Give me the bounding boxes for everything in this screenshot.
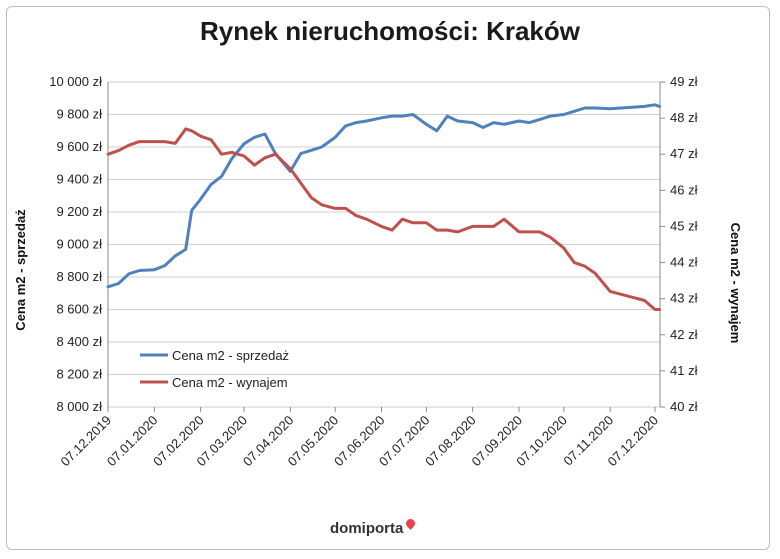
left-tick-label: 8 400 zł — [56, 334, 102, 349]
left-tick-label: 10 000 zł — [49, 74, 102, 89]
left-tick-label: 8 200 zł — [56, 367, 102, 382]
legend: Cena m2 - sprzedaż Cena m2 - wynajem — [140, 348, 289, 390]
chart-title: Rynek nieruchomości: Kraków — [200, 16, 580, 46]
left-tick-label: 9 400 zł — [56, 172, 102, 187]
right-tick-label: 47 zł — [670, 146, 698, 161]
right-tick-label: 46 zł — [670, 182, 698, 197]
gridlines — [107, 81, 661, 408]
left-axis-ticks: 8 000 zł 8 200 zł 8 400 zł 8 600 zł 8 800 zł… — [49, 74, 102, 414]
right-tick-label: 40 zł — [670, 399, 698, 414]
map-pin-icon — [404, 517, 418, 530]
series-line-sale — [106, 103, 661, 289]
legend-label-rent: Cena m2 - wynajem — [172, 375, 288, 390]
legend-label-sale: Cena m2 - sprzedaż — [172, 348, 289, 363]
right-tick-label: 43 zł — [670, 291, 698, 306]
right-axis-ticks: 40 zł 41 zł 42 zł 43 zł 44 zł 45 zł 46 zł 47 zł… — [660, 74, 698, 414]
series-lines — [106, 103, 661, 311]
left-axis-title: Cena m2 - sprzedaż — [13, 209, 28, 331]
left-tick-label: 8 800 zł — [56, 269, 102, 284]
chart-frame — [6, 6, 770, 550]
right-tick-label: 44 zł — [670, 255, 698, 270]
right-tick-label: 42 zł — [670, 327, 698, 342]
left-tick-label: 9 200 zł — [56, 204, 102, 219]
left-tick-label: 9 000 zł — [56, 237, 102, 252]
series-line-rent — [106, 127, 661, 311]
right-tick-label: 48 zł — [670, 110, 698, 125]
x-axis-ticks: 07.12.201907.01.202007.02.202007.03.2020… — [57, 407, 661, 469]
left-tick-label: 9 600 zł — [56, 139, 102, 154]
right-axis-title: Cena m2 - wynajem — [728, 223, 743, 344]
left-tick-label: 9 800 zł — [56, 107, 102, 122]
left-tick-label: 8 600 zł — [56, 302, 102, 317]
logo-text: domiporta — [330, 520, 404, 537]
right-tick-label: 41 zł — [670, 363, 698, 378]
domiporta-logo: domiporta — [330, 517, 418, 537]
right-tick-label: 45 zł — [670, 218, 698, 233]
left-tick-label: 8 000 zł — [56, 399, 102, 414]
right-tick-label: 49 zł — [670, 74, 698, 89]
